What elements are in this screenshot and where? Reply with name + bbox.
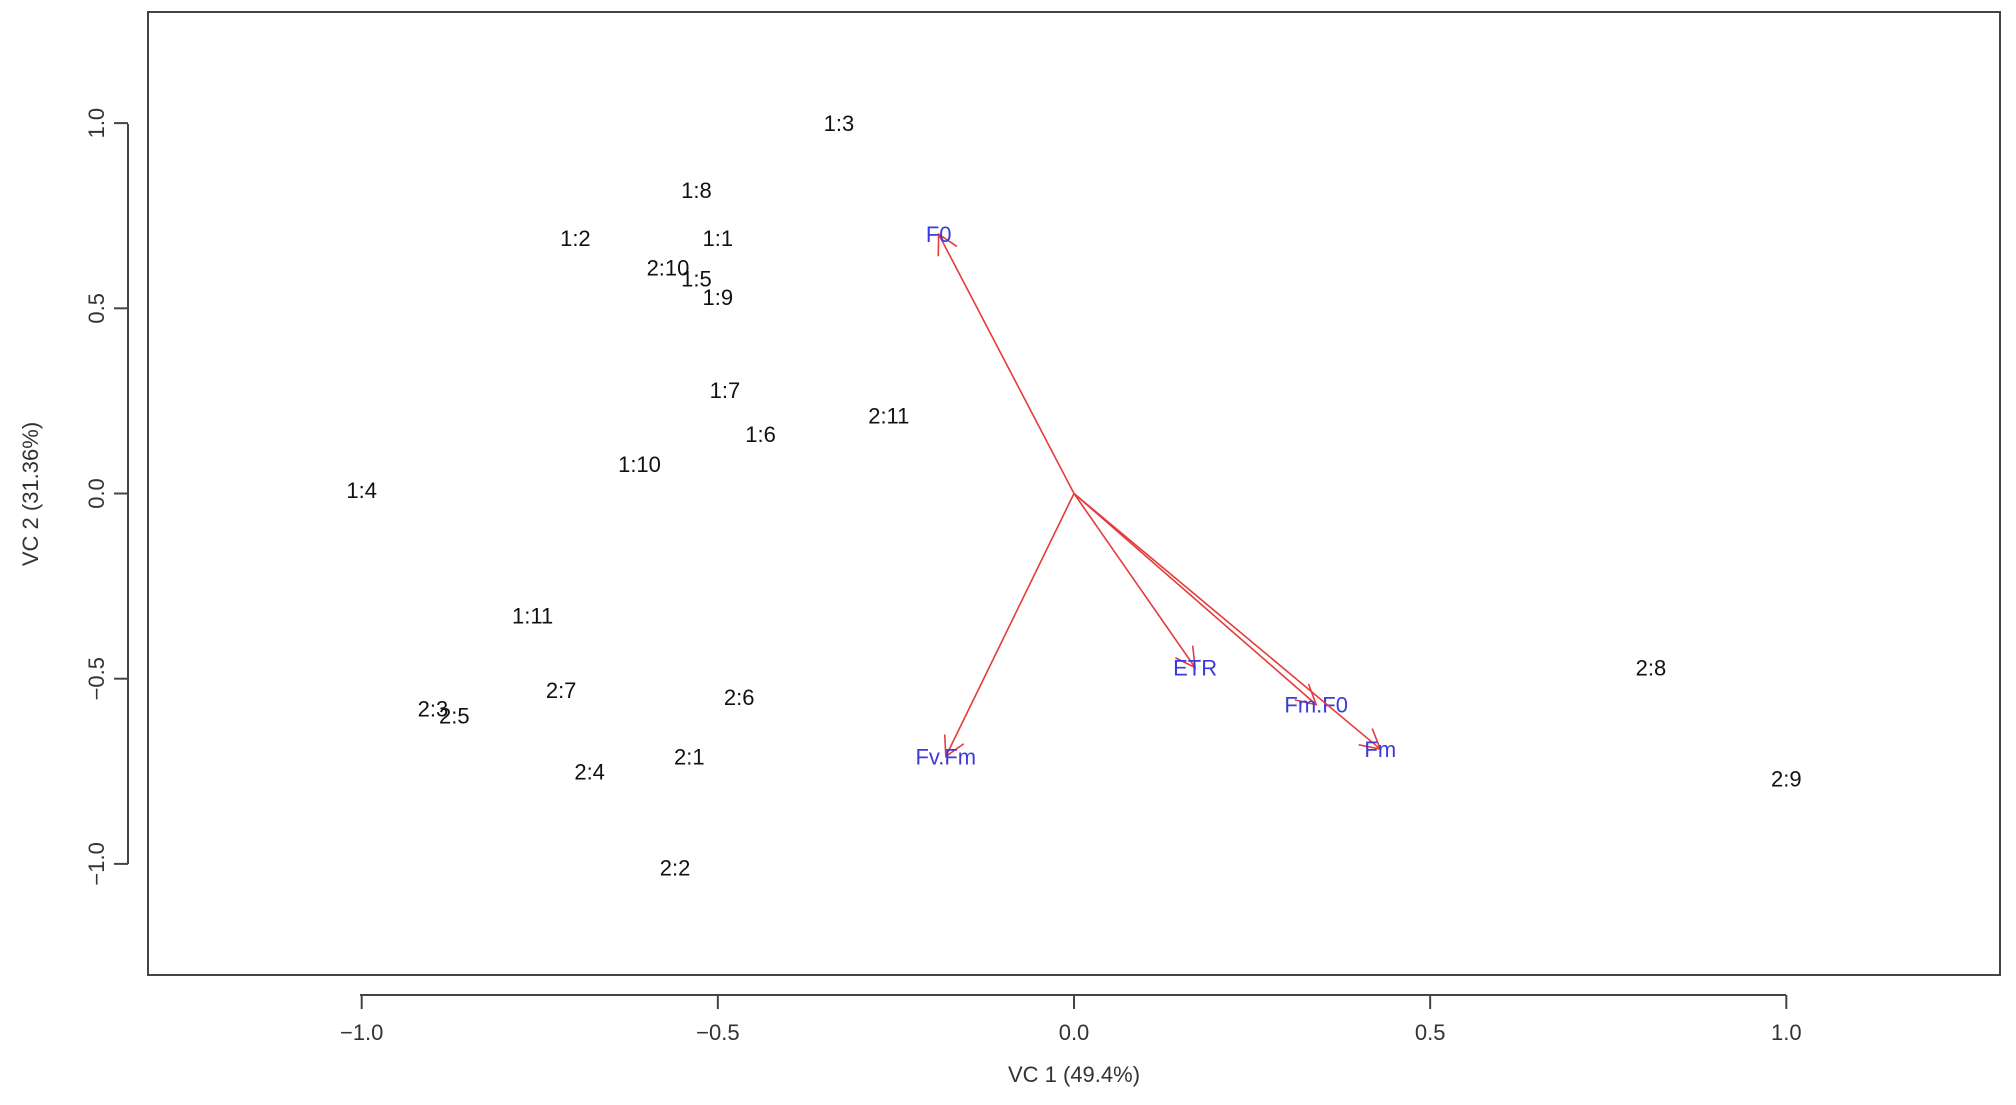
y-ticks: −1.0 −0.5 0.0 0.5 1.0 xyxy=(84,108,128,886)
vector-arrowhead xyxy=(1358,728,1382,751)
point-label: 1:10 xyxy=(618,452,661,477)
x-tick-label: 0.5 xyxy=(1415,1020,1446,1045)
point-label: 1:2 xyxy=(560,226,591,251)
point-label: 1:5 xyxy=(681,267,712,292)
vector-label: Fv.Fm xyxy=(915,744,976,769)
y-axis: −1.0 −0.5 0.0 0.5 1.0 VC 2 (31.36%) xyxy=(18,108,129,886)
vector-label: F0 xyxy=(926,222,952,247)
point-label: 2:11 xyxy=(868,404,909,429)
x-tick-label: 1.0 xyxy=(1771,1020,1802,1045)
point-label: 1:11 xyxy=(512,604,553,629)
point-label: 1:3 xyxy=(824,111,855,136)
y-tick-label: −1.0 xyxy=(84,842,109,885)
point-label: 2:3 xyxy=(418,696,449,721)
vector-line xyxy=(937,233,1075,494)
y-tick-label: 0.0 xyxy=(84,478,109,509)
vector-label: Fm xyxy=(1364,737,1396,762)
vector-fv-fm: Fv.Fm xyxy=(915,493,1075,769)
vector-line xyxy=(1073,492,1381,750)
x-axis: −1.0 −0.5 0.0 0.5 1.0 VC 1 (49.4%) xyxy=(340,994,1802,1087)
vector-line xyxy=(1073,492,1317,706)
point-label: 1:7 xyxy=(710,378,741,403)
vector-label: ETR xyxy=(1173,656,1217,681)
point-label: 1:8 xyxy=(681,178,712,203)
vector-arrowhead xyxy=(937,232,958,257)
x-tick-label: −0.5 xyxy=(696,1020,739,1045)
point-label: 2:2 xyxy=(660,856,691,881)
point-label: 2:8 xyxy=(1636,656,1667,681)
vector-etr: ETR xyxy=(1073,493,1217,681)
point-label: 1:1 xyxy=(703,226,734,251)
point-label: 2:4 xyxy=(574,759,605,784)
point-label: 2:10 xyxy=(647,256,690,281)
y-tick-label: 1.0 xyxy=(84,108,109,139)
vector-arrowhead xyxy=(943,734,965,758)
x-axis-label: VC 1 (49.4%) xyxy=(1008,1062,1140,1087)
vector-line xyxy=(1073,493,1196,669)
x-ticks: −1.0 −0.5 0.0 0.5 1.0 xyxy=(340,995,1802,1045)
point-label: 1:4 xyxy=(346,478,377,503)
point-label: 2:7 xyxy=(546,678,577,703)
vector-line xyxy=(945,493,1075,757)
score-points: 1:3 1:8 1:2 1:1 2:101:51:9 1:7 2:11 1:6 1:10 1:4 1… xyxy=(346,111,1801,880)
point-label: 2:9 xyxy=(1771,767,1802,792)
y-tick-label: −0.5 xyxy=(84,657,109,700)
point-label: 2:6 xyxy=(724,685,755,710)
point-label: 1:6 xyxy=(745,422,776,447)
point-label: 1:9 xyxy=(703,285,734,310)
vector-fm: Fm xyxy=(1073,492,1396,762)
y-tick-label: 0.5 xyxy=(84,293,109,324)
vector-arrowhead xyxy=(1175,645,1197,669)
y-axis-label: VC 2 (31.36%) xyxy=(18,422,43,566)
plot-frame xyxy=(147,11,2001,976)
x-tick-label: −1.0 xyxy=(340,1020,383,1045)
vector-f0: F0 xyxy=(926,222,1075,494)
point-label: 2:5 xyxy=(439,704,470,729)
x-tick-label: 0.0 xyxy=(1059,1020,1090,1045)
point-label: 2:1 xyxy=(674,744,705,769)
